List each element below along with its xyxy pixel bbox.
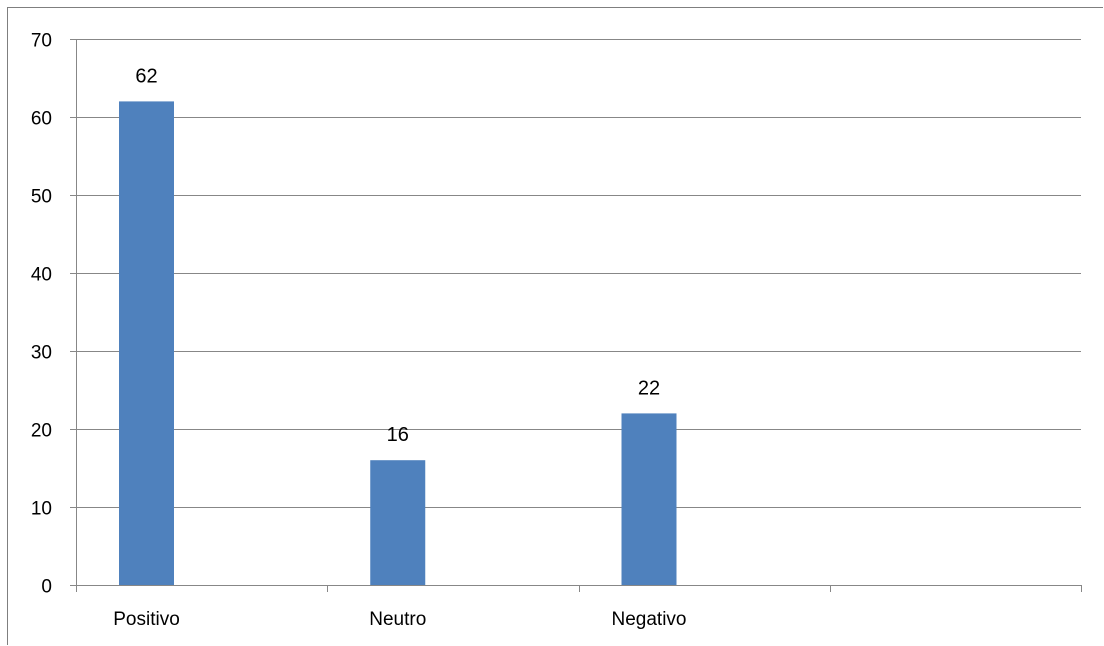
y-tick-label: 60 bbox=[31, 109, 52, 130]
x-tick-label: Positivo bbox=[113, 609, 180, 630]
y-tick-label: 10 bbox=[31, 499, 52, 520]
y-tick-label: 30 bbox=[31, 343, 52, 364]
labels: 0 10 20 30 40 50 60 70 62 16 22 Positivo Neutro Negat… bbox=[31, 31, 687, 631]
gridlines bbox=[70, 39, 1081, 508]
data-label: 62 bbox=[135, 65, 157, 87]
bar-neutro bbox=[370, 460, 426, 585]
y-tick-label: 40 bbox=[31, 265, 52, 286]
chart-frame bbox=[7, 7, 1103, 645]
y-tick-label: 70 bbox=[31, 31, 52, 52]
y-tick-label: 20 bbox=[31, 421, 52, 442]
data-label: 22 bbox=[638, 377, 660, 399]
x-tick-label: Negativo bbox=[612, 609, 687, 630]
bars bbox=[119, 101, 677, 586]
bar-negativo bbox=[621, 413, 677, 585]
bar-positivo bbox=[119, 101, 174, 586]
y-tick-label: 50 bbox=[31, 187, 52, 208]
x-tick-label: Neutro bbox=[369, 609, 426, 630]
axes bbox=[70, 39, 1082, 592]
data-label: 16 bbox=[387, 424, 409, 446]
y-tick-label: 0 bbox=[41, 577, 52, 598]
